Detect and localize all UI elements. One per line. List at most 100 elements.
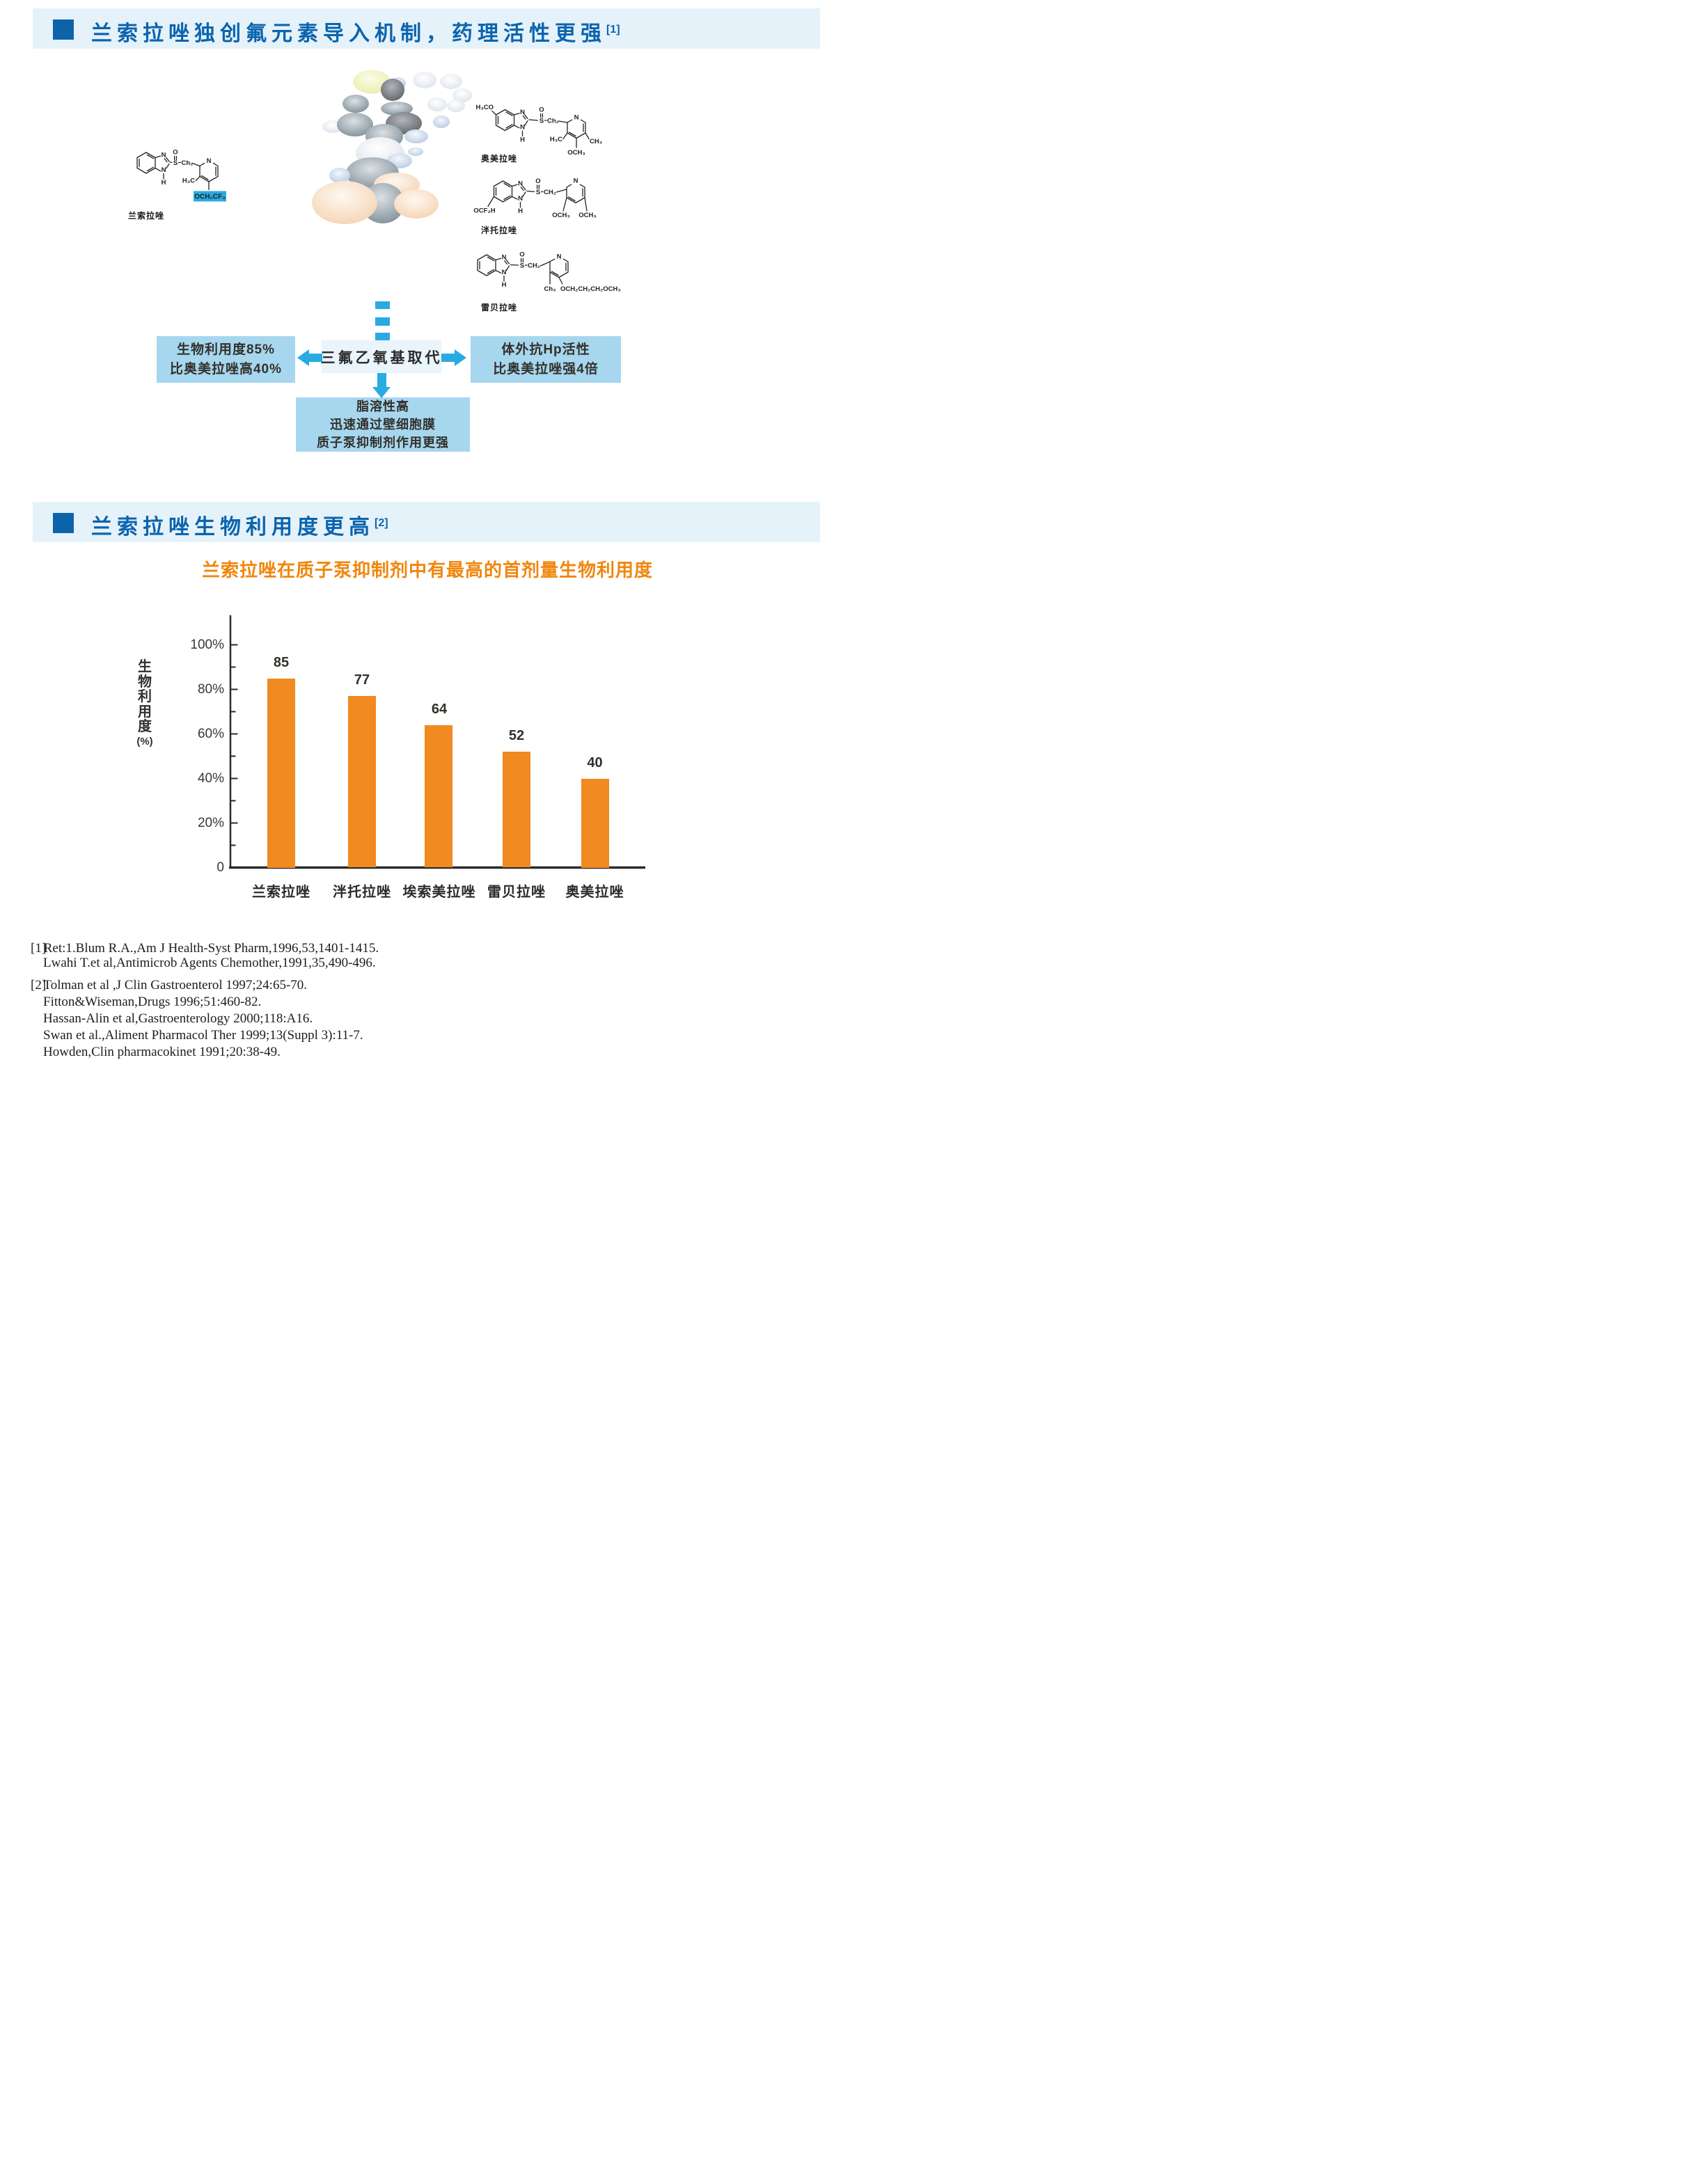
- group-ch2: Ch₂: [182, 159, 194, 167]
- section2-banner: 兰索拉唑生物利用度更高[2]: [33, 502, 820, 542]
- atom-sphere: [312, 181, 377, 224]
- atom-n: N: [557, 253, 562, 261]
- atom-sphere: [342, 95, 369, 113]
- y-axis-title: 生 物 利 用 度 (%): [132, 659, 157, 749]
- section1-title: 兰索拉唑独创氟元素导入机制，药理活性更强[1]: [91, 16, 620, 47]
- label-lansoprazole: 兰索拉唑: [128, 211, 165, 221]
- structure-rabeprazole: N N H S O CH₂ N Ch₃ OCH₂CH₂CH₂OCH₃: [477, 251, 621, 293]
- flow-box-bioavailability: 生物利用度85% 比奥美拉唑高40%: [157, 336, 295, 383]
- label-pantoprazole: 泮托拉唑: [481, 225, 518, 235]
- atom-sphere: [447, 100, 465, 112]
- reference-text: Howden,Clin pharmacokinet 1991;20:38-49.: [43, 1045, 281, 1059]
- reference-block-1: [1] Ret:1.Blum R.A.,Am J Health-Syst Pha…: [31, 941, 379, 970]
- arrow-down-icon: [372, 387, 391, 398]
- reference-text: Fitton&Wiseman,Drugs 1996;51:460-82.: [43, 995, 262, 1009]
- y-tick-label: 20%: [197, 815, 224, 830]
- atom-n: N: [520, 109, 525, 116]
- atom-o: O: [535, 177, 540, 185]
- atom-h: H: [502, 281, 507, 289]
- x-axis-category: 奥美拉唑: [565, 885, 624, 900]
- x-axis-category: 雷贝拉唑: [487, 885, 546, 900]
- bar-value-label: 52: [508, 728, 525, 744]
- flow-text: 体外抗Hp活性: [501, 342, 590, 357]
- atom-o: O: [539, 106, 544, 114]
- flow-text: 比奥美拉唑高40%: [169, 361, 283, 377]
- flow-text: 生物利用度85%: [176, 342, 276, 357]
- atom-n: N: [162, 166, 166, 174]
- section2-title-text: 兰索拉唑生物利用度更高: [91, 516, 375, 539]
- bar-value-label: 85: [273, 654, 290, 670]
- atom-h: H: [518, 207, 523, 215]
- bar-value-label: 64: [431, 701, 448, 717]
- y-axis-title-char: 利: [138, 689, 152, 704]
- bar-omeprazole: [581, 778, 609, 868]
- leaflet-page: 兰索拉唑独创氟元素导入机制，药理活性更强[1] N N H S O: [0, 0, 846, 1092]
- atom-n: N: [518, 180, 523, 188]
- bullet-square-icon: [53, 513, 74, 533]
- atom-sphere: [381, 102, 413, 116]
- flow-text: 脂溶性高: [356, 399, 409, 413]
- atom-sphere: [408, 148, 423, 156]
- flow-text: 迅速通过壁细胞膜: [330, 417, 436, 432]
- group-och2cf3: OCH₂CF₃: [194, 193, 226, 201]
- reference-text: Ret:1.Blum R.A.,Am J Health-Syst Pharm,1…: [43, 941, 379, 956]
- atom-n: N: [518, 195, 523, 203]
- section1-title-text: 兰索拉唑独创氟元素导入机制，药理活性更强: [91, 22, 606, 45]
- structure-omeprazole: H₃CO N N H S O Ch₂ N H₃C CH₃ OCH₃: [475, 104, 602, 157]
- bar-esomeprazole: [425, 725, 452, 868]
- atom-sphere: [394, 189, 439, 219]
- reference-line: Swan et al.,Aliment Pharmacol Ther 1999;…: [31, 1027, 363, 1044]
- label-rabeprazole: 雷贝拉唑: [481, 303, 518, 312]
- atom-n: N: [162, 152, 166, 159]
- structure-lansoprazole: N N H S O Ch₂ N H₃C OCH₂CF₃: [136, 149, 226, 202]
- bar-chart: 生 物 利 用 度 (%) 85 77 64 52 40 兰索拉唑 泮托拉唑 埃…: [132, 615, 661, 915]
- reference-bracket: [2]: [31, 978, 47, 992]
- bar-lansoprazole: [267, 678, 295, 868]
- dashed-connector-segment: [375, 333, 390, 341]
- dashed-connector-segment: [375, 301, 390, 309]
- y-axis-title-char: 生: [138, 659, 152, 674]
- group-och3: OCH₃: [578, 212, 597, 219]
- chart-title: 兰索拉唑在质子泵抑制剂中有最高的首剂量生物利用度: [201, 560, 653, 580]
- y-axis-title-char: 用: [138, 704, 152, 720]
- reference-line: Howden,Clin pharmacokinet 1991;20:38-49.: [31, 1044, 363, 1061]
- section2-title: 兰索拉唑生物利用度更高[2]: [91, 509, 388, 540]
- y-tick-label: 60%: [197, 726, 224, 741]
- reference-line: Lwahi T.et al,Antimicrob Agents Chemothe…: [31, 956, 379, 970]
- group-ocf2h: OCF₂H: [473, 207, 495, 215]
- reference-text: Swan et al.,Aliment Pharmacol Ther 1999;…: [43, 1028, 363, 1043]
- atom-s: S: [173, 159, 178, 167]
- group-h3c: H₃C: [182, 177, 195, 185]
- chart-axes: [229, 615, 645, 869]
- atom-sphere: [404, 129, 428, 143]
- arrow-down-shaft: [377, 373, 386, 388]
- flow-box-center: 三氟乙氧基取代: [321, 340, 441, 373]
- y-tick-label: 0: [216, 860, 224, 875]
- atom-h: H: [162, 179, 166, 187]
- flow-text: 比奥美拉唑强4倍: [493, 361, 599, 377]
- bar-value-label: 40: [587, 754, 603, 770]
- group-och3: OCH₃: [552, 212, 570, 219]
- group-och3: OCH₃: [567, 149, 585, 157]
- atom-o: O: [173, 149, 178, 157]
- reference-text: Hassan-Alin et al,Gastroenterology 2000;…: [43, 1011, 313, 1026]
- reference-line: [1] Ret:1.Blum R.A.,Am J Health-Syst Pha…: [31, 941, 379, 956]
- atom-o: O: [519, 251, 524, 259]
- group-ch2: CH₂: [544, 189, 556, 196]
- arrow-left-shaft: [308, 354, 322, 362]
- x-axis-category: 兰索拉唑: [252, 885, 310, 900]
- atom-sphere: [413, 72, 436, 88]
- atom-sphere: [337, 113, 373, 136]
- atom-sphere: [381, 79, 404, 101]
- group-ch2: Ch₂: [547, 118, 559, 125]
- reference-line: Fitton&Wiseman,Drugs 1996;51:460-82.: [31, 994, 363, 1011]
- atom-sphere: [329, 168, 350, 183]
- reference-line: [2] Tolman et al ,J Clin Gastroenterol 1…: [31, 977, 363, 994]
- atom-n: N: [502, 269, 507, 276]
- bar-value-label: 77: [354, 672, 370, 688]
- group-ch3: Ch₃: [544, 285, 556, 293]
- y-tick-label: 80%: [197, 681, 224, 697]
- y-tick-label: 40%: [197, 770, 224, 786]
- reference-block-2: [2] Tolman et al ,J Clin Gastroenterol 1…: [31, 977, 363, 1061]
- section1-citation: [1]: [606, 24, 620, 35]
